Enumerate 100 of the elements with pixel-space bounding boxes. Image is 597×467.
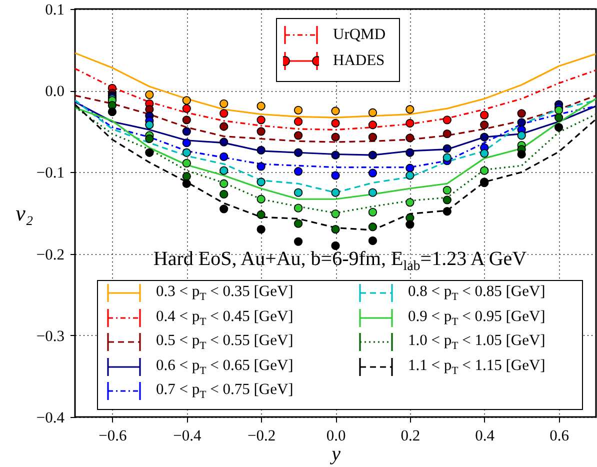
point [220, 204, 228, 214]
point [220, 99, 228, 108]
point [331, 118, 340, 128]
annotation: UrQMD [333, 26, 386, 44]
point [368, 132, 378, 142]
point [406, 164, 414, 172]
point [442, 186, 452, 194]
point [294, 237, 303, 246]
y-tick-label: 0.0 [45, 83, 65, 100]
point [294, 148, 303, 157]
point [554, 113, 564, 122]
point [145, 148, 154, 157]
point [294, 204, 303, 212]
point [368, 188, 378, 197]
point [331, 188, 340, 197]
point [145, 120, 154, 130]
x-tick-label: 0.4 [475, 428, 495, 444]
point [331, 225, 340, 234]
legend-label: 0.5 < p$_{T}$ < 0.55 [GeV] [156, 332, 294, 352]
point [294, 131, 303, 140]
point [368, 108, 378, 117]
legend-label: 0.7 < p$_{T}$ < 0.75 [GeV] [156, 381, 294, 402]
y-tick-label: −0.4 [36, 410, 65, 426]
legend-title: Hard EoS, Au+Au, b=6-9fm, E$_{lab}$=1.23 A GeV [152, 248, 528, 275]
point [220, 109, 228, 118]
point [480, 120, 489, 130]
point [480, 110, 489, 120]
point [331, 241, 340, 250]
y-tick-label: −0.1 [36, 164, 64, 182]
x-tick-label: 0.2 [400, 428, 420, 444]
point [182, 172, 191, 181]
point [220, 166, 228, 175]
point [256, 178, 266, 186]
legend-label: 0.3 < p$_{T}$ < 0.35 [GeV] [156, 282, 294, 304]
point [442, 116, 452, 124]
x-tick-label: −0.2 [248, 428, 276, 444]
point [517, 109, 526, 118]
point [331, 210, 340, 218]
point [256, 102, 266, 110]
point [256, 210, 266, 219]
point [108, 108, 117, 116]
legend-label: 0.9 < p$_{T}$ < 0.95 [GeV] [408, 308, 546, 328]
point [220, 122, 228, 131]
point [517, 150, 526, 159]
x-axis-title: y [330, 443, 341, 465]
point [145, 90, 154, 99]
point [554, 123, 564, 132]
point [220, 152, 228, 162]
point [368, 222, 378, 232]
point [406, 105, 414, 114]
point [442, 207, 452, 216]
point [182, 138, 191, 148]
legend-label: 0.4 < p$_{T}$ < 0.45 [GeV] [156, 308, 294, 328]
point [182, 158, 191, 168]
point [480, 166, 489, 175]
point [145, 134, 154, 144]
point [220, 138, 228, 146]
point [331, 106, 340, 116]
point [368, 168, 378, 178]
point [294, 167, 303, 176]
point [220, 190, 228, 199]
legend-label: 0.6 < p$_{T}$ < 0.65 [GeV] [156, 356, 294, 377]
point [256, 146, 266, 154]
y-tick-label: −0.2 [36, 246, 64, 264]
point [406, 118, 414, 128]
point [406, 148, 414, 157]
point [256, 127, 266, 136]
point [182, 116, 191, 124]
point [220, 179, 228, 188]
point [182, 96, 191, 105]
x-tick-label: 0.6 [550, 428, 570, 444]
point [368, 208, 378, 216]
point [294, 188, 303, 197]
point [554, 106, 564, 114]
point [368, 150, 378, 160]
point [406, 171, 414, 180]
point [442, 130, 452, 138]
point [256, 194, 266, 204]
point [406, 198, 414, 207]
point [294, 106, 303, 114]
point [182, 148, 191, 157]
point [442, 153, 452, 162]
point [406, 134, 414, 142]
legend-label: 0.8 < p$_{T}$ < 0.85 [GeV] [408, 282, 546, 304]
point [294, 117, 303, 126]
y-tick-label: −0.3 [36, 328, 65, 345]
point [331, 132, 340, 142]
point [480, 149, 489, 158]
line-series [75, 68, 596, 131]
legend-label: 1.0 < p$_{T}$ < 1.05 [GeV] [408, 332, 546, 352]
x-tick-label: −0.6 [98, 428, 128, 444]
point [406, 220, 414, 229]
point [331, 150, 340, 160]
point [442, 144, 452, 153]
point [256, 225, 266, 234]
y-axis-title: v₂ [16, 200, 34, 226]
line-series [75, 94, 596, 143]
point [368, 236, 378, 246]
point [368, 120, 378, 130]
point [517, 118, 526, 127]
